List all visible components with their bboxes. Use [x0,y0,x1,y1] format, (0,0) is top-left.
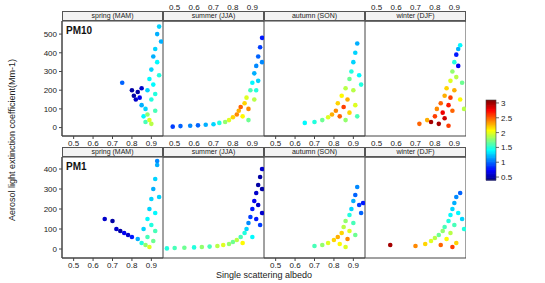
svg-text:0.5: 0.5 [501,173,513,182]
svg-text:300: 300 [44,67,58,76]
html-text:winter (DJF): winter (DJF) [396,12,435,19]
svg-text:0.6: 0.6 [290,261,302,270]
svg-text:0.8: 0.8 [227,3,239,12]
svg-text:200: 200 [44,86,58,95]
html-text:winter (DJF): winter (DJF) [396,148,435,155]
svg-text:0.9: 0.9 [448,3,460,12]
svg-text:0.7: 0.7 [409,3,422,12]
svg-text:0.8: 0.8 [429,139,441,148]
svg-text:0.5: 0.5 [270,138,282,148]
svg-text:0.9: 0.9 [348,261,360,270]
svg-text:0.9: 0.9 [246,139,258,148]
svg-text:0.8: 0.8 [126,138,138,148]
svg-text:0.8: 0.8 [328,261,340,270]
svg-text:0: 0 [53,123,58,132]
svg-text:300: 300 [44,185,58,194]
svg-text:0.6: 0.6 [390,139,402,148]
html-text:spring (MAM): spring (MAM) [91,12,134,19]
svg-text:0.6: 0.6 [188,3,200,12]
svg-text:0.9: 0.9 [145,138,157,148]
svg-text:2: 2 [501,129,506,138]
svg-text:0.9: 0.9 [246,3,258,12]
html-text:Aerosol light extinction coeff: Aerosol light extinction coefficient(Mm-… [7,59,17,221]
html-text:autumn (SON): autumn (SON) [291,12,338,19]
svg-text:0.8: 0.8 [126,261,138,270]
svg-text:0.8: 0.8 [227,139,239,148]
svg-text:400: 400 [44,165,58,174]
svg-text:0.7: 0.7 [207,3,220,12]
svg-text:0.7: 0.7 [107,261,119,270]
svg-text:0.6: 0.6 [390,3,402,12]
svg-text:0.6: 0.6 [289,138,301,148]
svg-text:0.7: 0.7 [409,139,422,148]
svg-text:0.5: 0.5 [169,3,181,12]
html-text:PM1: PM1 [66,161,87,172]
html-text:Single scattering albedo: Single scattering albedo [216,270,312,280]
svg-text:0.9: 0.9 [347,138,359,148]
svg-text:0.5: 0.5 [371,139,383,148]
svg-text:0.9: 0.9 [448,139,460,148]
svg-text:0.5: 0.5 [270,261,282,270]
svg-text:0.8: 0.8 [328,138,340,148]
svg-text:0.6: 0.6 [88,261,100,270]
svg-text:0.9: 0.9 [146,261,158,270]
svg-text:0.8: 0.8 [429,3,441,12]
svg-text:0: 0 [53,245,58,254]
html-text:PM10: PM10 [66,25,93,36]
svg-text:2.5: 2.5 [501,114,513,123]
svg-text:0.7: 0.7 [309,261,321,270]
svg-text:0.5: 0.5 [68,261,80,270]
svg-text:0.6: 0.6 [188,139,200,148]
svg-text:100: 100 [44,225,58,234]
svg-text:0.7: 0.7 [308,138,321,148]
svg-text:400: 400 [44,49,58,58]
html-text:spring (MAM): spring (MAM) [91,148,134,155]
html-text:autumn (SON): autumn (SON) [291,148,338,155]
svg-text:1: 1 [501,158,506,167]
svg-text:500: 500 [44,30,58,39]
svg-text:100: 100 [44,105,58,114]
svg-text:0.7: 0.7 [106,138,119,148]
svg-text:1.5: 1.5 [501,143,513,152]
html-text:summer (JJA): summer (JJA) [191,148,236,155]
html-text:summer (JJA): summer (JJA) [191,12,236,19]
svg-text:0.7: 0.7 [207,139,220,148]
svg-text:0.5: 0.5 [371,3,383,12]
svg-text:3: 3 [501,99,506,108]
svg-text:200: 200 [44,205,58,214]
svg-text:0.5: 0.5 [169,139,181,148]
svg-text:0.6: 0.6 [87,138,99,148]
svg-text:0.5: 0.5 [68,138,80,148]
